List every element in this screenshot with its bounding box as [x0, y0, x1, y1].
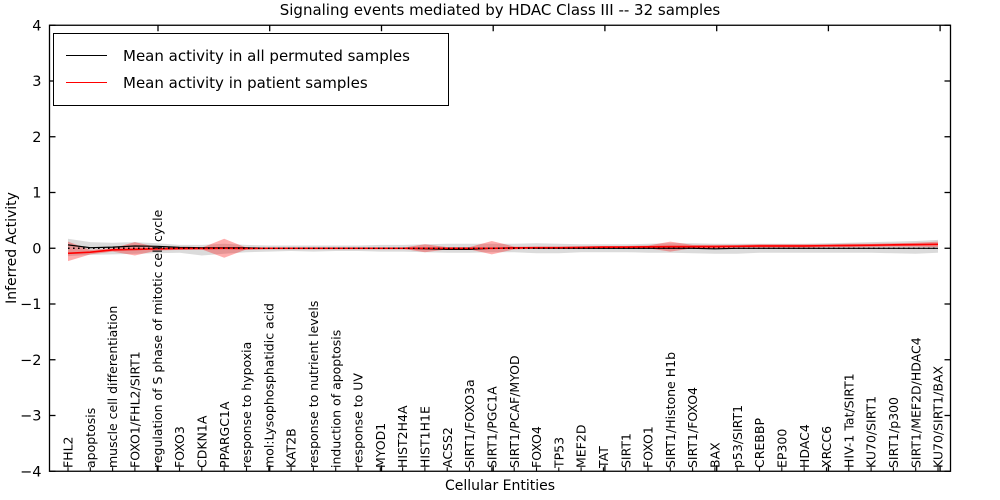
x-tick-label: FOXO3 — [172, 426, 187, 468]
x-tick-label: SIRT1/p300 — [886, 397, 901, 468]
x-tick-label: HIST2H4A — [395, 405, 410, 468]
chart-title: Signaling events mediated by HDAC Class … — [279, 1, 721, 19]
legend-label-permuted: Mean activity in all permuted samples — [123, 46, 410, 65]
x-tick-label: response to hypoxia — [239, 342, 254, 468]
x-tick-label: response to nutrient levels — [306, 301, 321, 468]
x-tick-label: SIRT1 — [618, 433, 633, 468]
y-tick-label: 0 — [32, 241, 41, 257]
y-tick-label: 1 — [32, 186, 41, 202]
x-tick-label: PPARGC1A — [217, 401, 232, 468]
x-tick-label: XRCC6 — [819, 426, 834, 468]
x-tick-label: BAX — [708, 442, 723, 468]
y-tick-label: 2 — [32, 130, 41, 146]
x-tick-label: KU70/SIRT1/BAX — [931, 366, 946, 468]
x-tick-label: response to UV — [351, 373, 366, 468]
x-tick-label: regulation of S phase of mitotic cell cy… — [150, 209, 165, 468]
x-tick-label: KAT2B — [284, 428, 299, 468]
patient-samples-range-band — [68, 238, 938, 262]
y-tick-label: −1 — [20, 297, 41, 313]
legend-line-permuted-icon — [66, 55, 107, 56]
legend: Mean activity in all permuted samples Me… — [53, 33, 449, 106]
x-tick-label: FOXO1/FHL2/SIRT1 — [128, 351, 143, 468]
y-tick-label: −4 — [20, 464, 41, 480]
x-tick-label: SIRT1/PCAF/MYOD — [507, 355, 522, 468]
x-tick-label: CREBBP — [752, 418, 767, 468]
x-tick-label: p53/SIRT1 — [730, 405, 745, 468]
x-tick-label: SIRT1/FOXO3a — [462, 379, 477, 468]
x-tick-label: KU70/SIRT1 — [864, 396, 879, 468]
legend-line-patient-icon — [66, 82, 107, 83]
y-tick-label: −2 — [20, 353, 41, 369]
x-tick-label: induction of apoptosis — [328, 330, 343, 468]
x-tick-label: TAT — [596, 446, 611, 469]
x-tick-label: SIRT1/MEF2D/HDAC4 — [908, 337, 923, 468]
x-tick-label: HIST1H1E — [418, 406, 433, 468]
x-tick-label: MYOD1 — [373, 423, 388, 468]
x-tick-label: muscle cell differentiation — [105, 306, 120, 468]
x-tick-label: SIRT1/PGC1A — [484, 386, 499, 468]
x-tick-label: CDKN1A — [194, 415, 209, 468]
x-tick-label: FHL2 — [61, 436, 76, 468]
x-tick-label: EP300 — [774, 429, 789, 468]
x-tick-label: ACSS2 — [440, 427, 455, 468]
y-axis-label: Inferred Activity — [4, 192, 20, 304]
legend-item-patient: Mean activity in patient samples — [66, 69, 438, 96]
x-tick-label: SIRT1/FOXO4 — [685, 387, 700, 468]
x-tick-label: MEF2D — [574, 425, 589, 468]
x-tick-label: HIV-1 Tat/SIRT1 — [841, 373, 856, 468]
x-tick-label: SIRT1/Histone H1b — [663, 352, 678, 468]
x-tick-label: FOXO1 — [641, 426, 656, 468]
legend-label-patient: Mean activity in patient samples — [123, 73, 368, 92]
x-tick-label: HDAC4 — [797, 424, 812, 468]
y-tick-label: −3 — [20, 409, 41, 425]
x-tick-label: mol:Lysophosphatidic acid — [261, 303, 276, 468]
legend-item-permuted: Mean activity in all permuted samples — [66, 42, 438, 69]
x-tick-label: apoptosis — [83, 408, 98, 468]
y-tick-label: 3 — [32, 74, 41, 90]
y-tick-label: 4 — [32, 18, 41, 34]
x-axis-label: Cellular Entities — [444, 478, 556, 494]
x-tick-label: TP53 — [551, 437, 566, 469]
x-tick-label: FOXO4 — [529, 426, 544, 468]
